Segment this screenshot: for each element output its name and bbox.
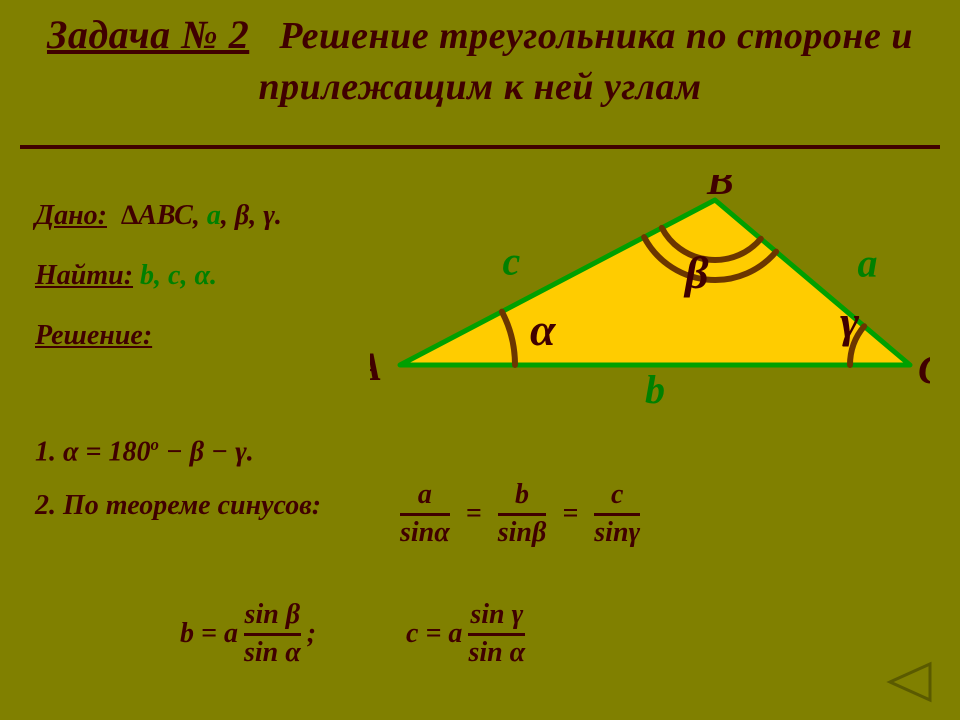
res-lhs: c = a: [406, 618, 462, 650]
frac-den: sin α: [244, 638, 301, 669]
given-label: Дано:: [35, 200, 107, 231]
frac-sinb-over-sina: sin β sin α: [244, 600, 301, 669]
given-rest: , β, γ.: [221, 200, 282, 231]
angle-alpha-label: α: [530, 304, 557, 355]
side-a-label: а: [858, 241, 878, 286]
frac-num: b: [515, 480, 529, 511]
semicolon: ;: [307, 618, 316, 650]
solution-label-line: Решение:: [35, 320, 282, 352]
frac-sing-over-sina: sin γ sin α: [468, 600, 525, 669]
given-block: Дано: ∆АВС, а, β, γ. Найти: b, с, α. Реш…: [35, 200, 282, 380]
frac-line: [400, 513, 450, 516]
angle-gamma-label: γ: [840, 296, 860, 347]
back-arrow-icon: [880, 658, 936, 706]
frac-num: sin β: [245, 600, 301, 631]
solution-label: Решение:: [35, 320, 152, 351]
given-pref: ∆АВС,: [121, 200, 207, 231]
frac-den: sinβ: [498, 518, 547, 549]
step1-pref: 1. α = 180: [35, 436, 150, 467]
frac-den: sinα: [400, 518, 450, 549]
slide-title: Задача № 2 Решение треугольника по сторо…: [20, 8, 940, 114]
find-label: Найти:: [35, 260, 133, 291]
find-line: Найти: b, с, α.: [35, 260, 282, 292]
vertex-B-label: В: [706, 175, 734, 203]
frac-num: c: [611, 480, 623, 511]
solution-step-1: 1. α = 180о − β − γ.: [35, 435, 940, 468]
find-content: b, с, α.: [140, 260, 217, 291]
frac-c-over-singamma: c sinγ: [594, 480, 640, 549]
frac-line: [244, 633, 301, 636]
frac-b-over-sinbeta: b sinβ: [498, 480, 547, 549]
frac-num: sin γ: [470, 600, 523, 631]
slide: Задача № 2 Решение треугольника по сторо…: [0, 0, 960, 720]
frac-line: [594, 513, 640, 516]
step1-deg: о: [150, 435, 158, 454]
frac-line: [498, 513, 547, 516]
angle-beta-label: β: [683, 247, 709, 298]
result-row: b = a sin β sin α ; c = a sin γ sin α: [180, 600, 525, 669]
given-line: Дано: ∆АВС, а, β, γ.: [35, 200, 282, 232]
triangle-svg: А В С а b с α β γ: [370, 175, 930, 405]
vertex-C-label: С: [918, 347, 930, 392]
res-lhs: b = a: [180, 618, 238, 650]
result-c: c = a sin γ sin α: [406, 600, 525, 669]
given-a: а: [207, 200, 221, 231]
triangle-figure: А В С а b с α β γ: [370, 175, 930, 405]
side-b-label: b: [645, 367, 665, 405]
frac-den: sinγ: [594, 518, 640, 549]
prev-slide-button[interactable]: [880, 658, 936, 706]
triangle-polygon: [400, 200, 910, 365]
side-c-label: с: [503, 239, 521, 284]
title-problem-number: Задача № 2: [47, 12, 249, 57]
equals-sign: =: [460, 498, 488, 530]
title-underline: [20, 145, 940, 149]
frac-den: sin α: [468, 638, 525, 669]
equals-sign: =: [556, 498, 584, 530]
vertex-A-label: А: [370, 344, 382, 389]
law-of-sines-row: a sinα = b sinβ = c sinγ: [400, 480, 640, 549]
step1-suf: − β − γ.: [159, 436, 254, 467]
result-b: b = a sin β sin α ;: [180, 600, 316, 669]
frac-a-over-sinalpha: a sinα: [400, 480, 450, 549]
title-text: Решение треугольника по стороне и прилеж…: [259, 15, 914, 108]
frac-line: [468, 633, 525, 636]
frac-num: a: [418, 480, 432, 511]
